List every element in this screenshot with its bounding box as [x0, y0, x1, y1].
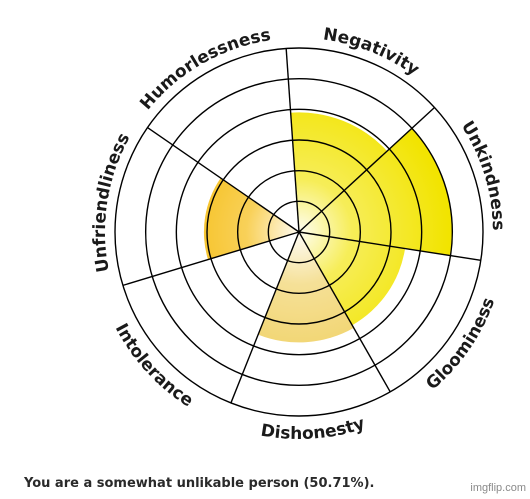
grid-ring	[236, 169, 362, 295]
sector-shade-gloominess	[299, 232, 406, 326]
grid-ring	[206, 139, 392, 325]
grid-spoke	[230, 231, 300, 404]
result-text: You are a somewhat unlikable person (50.…	[24, 476, 375, 491]
axis-label-unfriendliness: Unfriendliness	[90, 130, 134, 274]
radar-chart: NegativityUnkindnessGloominessDishonesty…	[90, 25, 508, 445]
grid-spoke	[285, 48, 300, 233]
grid-ring	[114, 47, 484, 417]
axis-label-text: Humorlessness	[136, 25, 272, 114]
sector-shade-unfriendliness	[203, 178, 299, 260]
axis-label-humorlessness: Humorlessness	[136, 25, 272, 114]
axis-label-gloominess: Gloominess	[422, 295, 499, 394]
grid-ring	[144, 77, 454, 387]
watermark: imgflip.com	[470, 482, 526, 494]
grid-spoke	[298, 107, 435, 233]
axis-label-text: Dishonesty	[259, 414, 367, 444]
axis-label-dishonesty: Dishonesty	[259, 414, 367, 444]
grid-spoke	[147, 127, 300, 233]
grid-spoke	[298, 231, 481, 262]
axis-label-text: Unfriendliness	[90, 130, 134, 274]
grid-ring	[267, 200, 331, 264]
grid-spoke	[298, 231, 391, 393]
grid-ring	[175, 108, 423, 356]
grid-spoke	[122, 231, 300, 287]
axis-label-text: Gloominess	[422, 295, 499, 394]
sector-shade-negativity	[290, 112, 388, 232]
sector-shade-dishonesty	[258, 232, 354, 343]
sector-shade-unkindness	[299, 128, 453, 256]
